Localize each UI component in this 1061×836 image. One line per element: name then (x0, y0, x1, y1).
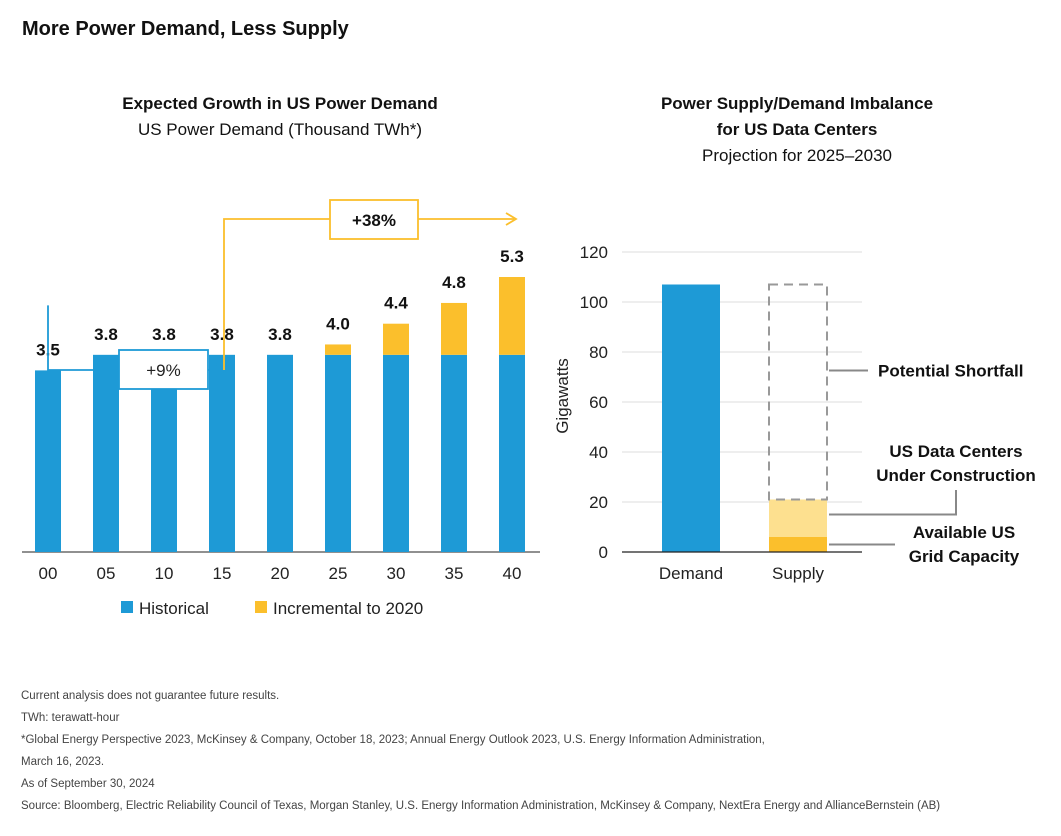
x-tick-25: 25 (329, 564, 348, 583)
x-tick-30: 30 (387, 564, 406, 583)
legend-label-incremental: Incremental to 2020 (273, 599, 423, 618)
bar-demand (662, 284, 720, 552)
y-axis-label: Gigawatts (553, 358, 572, 434)
x-tick-demand: Demand (659, 564, 723, 583)
bar-historical-15 (209, 354, 235, 552)
bar-historical-40 (499, 354, 525, 552)
y-tick-40: 40 (589, 443, 608, 462)
bar-incremental-35 (441, 302, 467, 355)
bar-supply-under-construction (769, 499, 827, 537)
footnote-asof: As of September 30, 2024 (21, 778, 155, 790)
x-tick-00: 00 (39, 564, 58, 583)
x-tick-15: 15 (213, 564, 232, 583)
page-title: More Power Demand, Less Supply (22, 18, 349, 40)
left-chart-title: Expected Growth in US Power Demand (122, 94, 438, 113)
legend-swatch-incremental (255, 601, 267, 613)
y-tick-80: 80 (589, 343, 608, 362)
x-tick-35: 35 (445, 564, 464, 583)
bar-historical-20 (267, 354, 293, 552)
x-tick-20: 20 (271, 564, 290, 583)
footnotes: Current analysis does not guarantee futu… (21, 685, 940, 817)
bar-incremental-25 (325, 344, 351, 355)
growth-arrowhead-large (505, 212, 518, 226)
right-chart-title-block: Power Supply/Demand Imbalance for US Dat… (597, 91, 997, 169)
data-label-30: 4.4 (384, 294, 408, 313)
callout-label-available-2: Grid Capacity (909, 547, 1020, 566)
data-label-15: 3.8 (210, 325, 234, 344)
y-tick-120: 120 (580, 243, 608, 262)
bar-incremental-40 (499, 277, 525, 355)
left-chart-subtitle: US Power Demand (Thousand TWh*) (137, 120, 423, 139)
footnote-disclaimer: Current analysis does not guarantee futu… (21, 690, 280, 702)
y-tick-20: 20 (589, 493, 608, 512)
y-tick-0: 0 (599, 543, 608, 562)
callout-label-construction-1: US Data Centers (889, 442, 1022, 461)
x-tick-10: 10 (155, 564, 174, 583)
data-label-40: 5.3 (500, 247, 524, 266)
callout-label-shortfall: Potential Shortfall (878, 362, 1023, 381)
data-label-20: 3.8 (268, 325, 292, 344)
growth-label-small: +9% (146, 361, 181, 380)
data-label-05: 3.8 (94, 325, 118, 344)
bar-incremental-30 (383, 323, 409, 355)
y-tick-100: 100 (580, 293, 608, 312)
right-chart-subtitle: Projection for 2025–2030 (702, 146, 892, 165)
footnote-source: Source: Bloomberg, Electric Reliability … (21, 800, 941, 812)
data-label-10: 3.8 (152, 325, 176, 344)
left-chart-title-block: Expected Growth in US Power Demand US Po… (80, 91, 480, 143)
bar-historical-25 (325, 354, 351, 552)
x-tick-supply: Supply (772, 564, 824, 583)
bar-historical-30 (383, 354, 409, 552)
footnote-twh: TWh: terawatt-hour (21, 712, 120, 724)
growth-label-large: +38% (352, 211, 396, 230)
legend-label-historical: Historical (139, 599, 209, 618)
data-label-25: 4.0 (326, 314, 350, 333)
x-tick-40: 40 (503, 564, 522, 583)
legend-swatch-historical (121, 601, 133, 613)
footnote-references-cont: March 16, 2023. (21, 756, 105, 768)
footnote-references: *Global Energy Perspective 2023, McKinse… (21, 734, 765, 746)
data-label-35: 4.8 (442, 273, 466, 292)
callout-label-available-1: Available US (913, 523, 1015, 542)
bar-supply-shortfall (768, 283, 828, 501)
growth-box-small (118, 349, 209, 390)
bar-supply-available (769, 537, 827, 552)
x-tick-05: 05 (97, 564, 116, 583)
bar-historical-00 (35, 370, 61, 552)
callout-label-construction-2: Under Construction (876, 466, 1036, 485)
growth-box-large (329, 199, 419, 240)
growth-arrowhead-small (215, 363, 228, 377)
growth-arrow-large (223, 218, 514, 370)
y-tick-60: 60 (589, 393, 608, 412)
right-chart-title: Power Supply/Demand Imbalance for US Dat… (660, 94, 934, 139)
bar-historical-05 (93, 354, 119, 552)
callout-line-construction (829, 490, 957, 516)
bar-historical-35 (441, 354, 467, 552)
